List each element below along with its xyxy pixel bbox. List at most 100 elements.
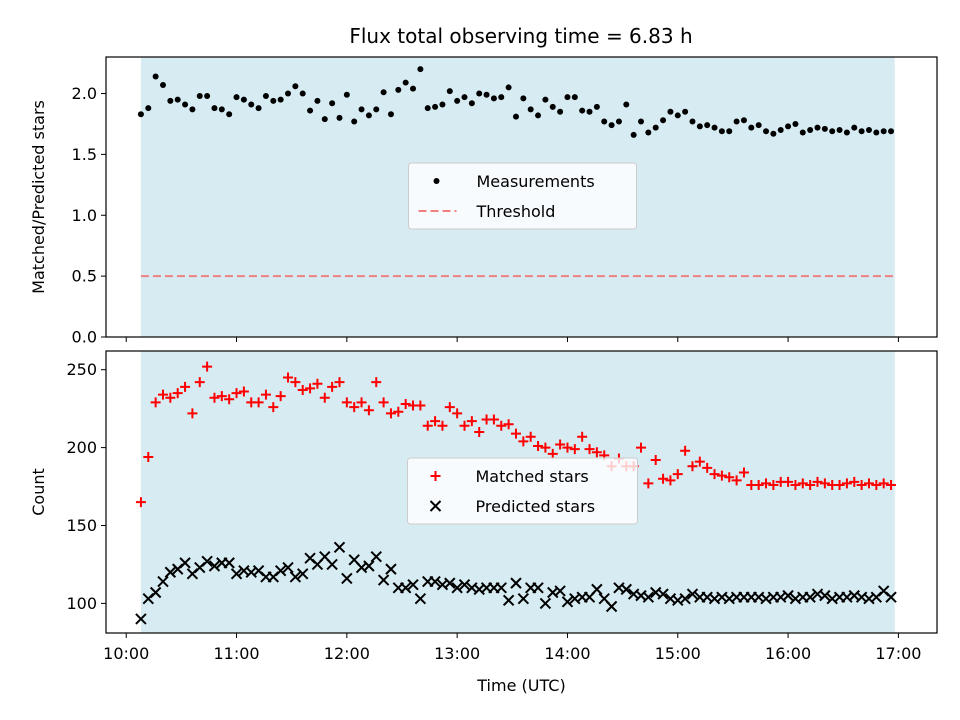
- matched-star-point: [768, 479, 779, 490]
- matched-star-point: [283, 372, 294, 383]
- legend-label: Predicted stars: [476, 497, 596, 516]
- predicted-star-point: [297, 568, 309, 580]
- matched-star-point: [510, 428, 521, 439]
- matched-star-point: [841, 478, 852, 489]
- measurement-point: [814, 124, 821, 131]
- measurement-point: [785, 123, 792, 130]
- legend-box: [407, 457, 638, 525]
- measurement-point: [557, 108, 564, 115]
- predicted-star-point: [201, 555, 213, 568]
- ratio-panel: 0.0 0.5 1.0 1.5 2.0 Matched/Predicted stars Me…: [29, 56, 938, 347]
- matched-star-point: [202, 361, 213, 372]
- predicted-star-point: [554, 585, 566, 597]
- measurement-point: [792, 120, 799, 127]
- matched-star-point: [334, 377, 345, 388]
- matched-star-point: [165, 392, 176, 403]
- matched-star-point: [871, 479, 882, 490]
- predicted-star-point: [385, 563, 397, 575]
- y-tick-label: 1.5: [72, 145, 97, 164]
- count-panel: 100 150 200 250 10:00 11:00 12:00 13:00 14:00 15:…: [29, 350, 938, 695]
- matched-star-point: [709, 469, 720, 480]
- measurement-point: [461, 94, 468, 101]
- predicted-star-point: [885, 591, 897, 603]
- measurement-point: [277, 96, 284, 103]
- measurement-point: [851, 124, 858, 131]
- measurement-point: [307, 107, 314, 114]
- matched-star-point: [356, 397, 367, 408]
- matched-star-point: [157, 389, 168, 400]
- predicted-star-point: [782, 589, 794, 602]
- measurement-point: [858, 128, 865, 135]
- matched-star-point: [393, 406, 404, 417]
- measurement-point: [682, 108, 689, 115]
- matched-star-point: [371, 377, 382, 388]
- matched-star-point: [268, 402, 279, 413]
- measurement-point: [535, 112, 542, 119]
- measurement-point: [292, 83, 299, 90]
- predicted-star-point: [363, 560, 375, 572]
- predicted-star-point: [679, 593, 691, 605]
- matched-star-point: [385, 408, 396, 419]
- measurement-point: [821, 125, 828, 132]
- measurement-point: [836, 127, 843, 134]
- matched-star-point: [702, 462, 713, 473]
- measurement-point: [395, 86, 402, 93]
- measurement-point: [240, 96, 247, 103]
- measurement-point: [615, 118, 622, 125]
- measurement-point: [880, 128, 887, 135]
- matched-star-point: [540, 442, 551, 453]
- y-axis-label: Matched/Predicted stars: [29, 100, 48, 294]
- measurement-point: [483, 91, 490, 98]
- measurement-point: [351, 118, 358, 125]
- measurement-point: [763, 128, 770, 135]
- y-tick-label: 200: [66, 438, 97, 457]
- predicted-star-point: [642, 591, 655, 603]
- matched-star-point: [437, 420, 448, 431]
- predicted-star-point: [157, 575, 169, 588]
- matched-star-point: [761, 478, 772, 489]
- predicted-star-point: [620, 583, 633, 596]
- matched-star-point: [415, 400, 426, 411]
- legend-measurement-marker: [433, 178, 440, 184]
- matched-star-point: [224, 394, 235, 405]
- predicted-star-point: [444, 577, 456, 589]
- measurement-point: [593, 103, 600, 110]
- matched-star-point: [496, 420, 507, 431]
- measurement-point: [204, 92, 211, 99]
- x-tick-label: 13:00: [434, 644, 480, 663]
- matched-star-point: [378, 397, 389, 408]
- matched-star-point: [143, 451, 154, 462]
- matched-star-point: [452, 408, 463, 419]
- predicted-star-point: [289, 571, 302, 583]
- matched-star-point: [716, 470, 727, 481]
- matched-star-point: [856, 479, 867, 490]
- predicted-star-point: [539, 597, 552, 610]
- measurement-point: [608, 122, 615, 129]
- measurement-point: [439, 101, 446, 108]
- matched-star-point: [327, 381, 338, 392]
- legend: Measurements Threshold: [408, 162, 637, 230]
- measurement-point: [564, 94, 571, 101]
- measurement-point: [586, 108, 593, 115]
- legend-label: Threshold: [476, 202, 556, 221]
- matched-star-point: [591, 447, 602, 458]
- measurement-point: [865, 127, 872, 134]
- measurement-point: [726, 128, 733, 135]
- matched-star-point: [260, 389, 271, 400]
- measurement-point: [182, 101, 189, 108]
- measurement-point: [660, 117, 667, 124]
- measurement-point: [454, 97, 461, 104]
- measurement-point: [549, 103, 556, 110]
- matched-star-point: [724, 472, 735, 483]
- legend-predicted-marker: [429, 500, 442, 512]
- measurement-point: [314, 97, 321, 104]
- measurement-point: [829, 128, 836, 135]
- measurement-point: [490, 95, 497, 102]
- measurement-point: [733, 118, 740, 125]
- measurement-point: [189, 106, 196, 113]
- matched-star-point: [305, 383, 316, 394]
- matched-star-point: [577, 431, 588, 442]
- predicted-star-point: [532, 582, 544, 594]
- matched-star-point: [400, 398, 411, 409]
